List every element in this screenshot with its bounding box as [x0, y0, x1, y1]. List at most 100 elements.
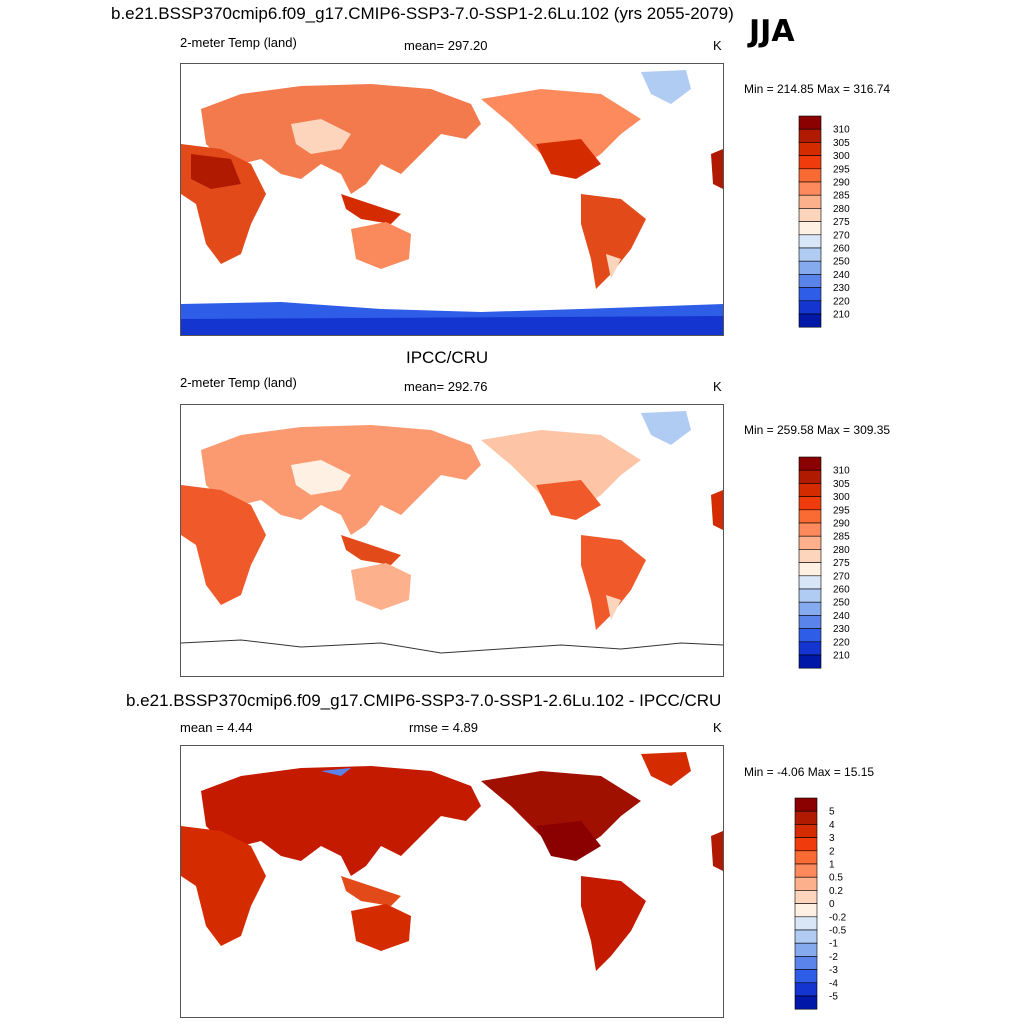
- colorbar-label: 250: [833, 598, 850, 609]
- colorbar-label: -0.5: [829, 926, 847, 937]
- colorbar-box: [798, 496, 822, 511]
- colorbar-box: [798, 234, 822, 249]
- colorbar-label: 220: [833, 296, 850, 307]
- colorbar-label: 310: [833, 466, 850, 477]
- colorbar-label: 210: [833, 310, 850, 321]
- colorbar-box: [794, 969, 818, 984]
- colorbar-label: -5: [829, 992, 838, 1003]
- colorbar-label: 2: [829, 846, 835, 857]
- colorbar-label: 280: [833, 545, 850, 556]
- colorbar-label: 210: [833, 651, 850, 662]
- colorbar-box: [798, 522, 822, 537]
- colorbar-box: [798, 194, 822, 209]
- panel-obs-map: [180, 404, 724, 677]
- panel-diff-colorbar: 5 4 3 2 1 0.5 0.2 0 -0.2 -0.5 -1 -2 -3 -4 -5: [794, 797, 855, 1014]
- colorbar-label: 310: [833, 125, 850, 136]
- panel-obs-colorbar: 310 305 300 295 290 285 280 275 270 260 250 240 230 2…: [798, 456, 859, 673]
- colorbar-box: [798, 469, 822, 484]
- panel-model-unit-label: K: [713, 38, 722, 53]
- colorbar-label: 3: [829, 833, 835, 844]
- colorbar-label: 270: [833, 571, 850, 582]
- colorbar-box: [798, 456, 822, 471]
- colorbar-box: [798, 535, 822, 550]
- colorbar-box: [798, 615, 822, 629]
- colorbar-box: [798, 509, 822, 524]
- panel-obs-unit-label: K: [713, 379, 722, 394]
- colorbar-label: 285: [833, 191, 850, 202]
- colorbar-box: [798, 549, 822, 563]
- panel-model-minmax: Min = 214.85 Max = 316.74: [744, 82, 891, 96]
- colorbar-label: 290: [833, 519, 850, 530]
- panel-obs-mean-label: mean= 292.76: [404, 379, 488, 394]
- colorbar-box: [798, 260, 822, 275]
- colorbar-box: [794, 837, 818, 852]
- colorbar-label: -3: [829, 965, 838, 976]
- colorbar-label: 300: [833, 151, 850, 162]
- colorbar-box: [794, 916, 818, 931]
- colorbar-label: 260: [833, 244, 850, 255]
- colorbar-box: [794, 876, 818, 891]
- colorbar-box: [798, 628, 822, 643]
- colorbar-box: [794, 995, 818, 1010]
- colorbar-box: [794, 824, 818, 838]
- colorbar-label: 280: [833, 204, 850, 215]
- colorbar-box: [798, 142, 822, 156]
- colorbar-box: [794, 890, 818, 904]
- colorbar-label: 240: [833, 270, 850, 281]
- colorbar-box: [794, 942, 818, 957]
- panel-model-colorbar: 310 305 300 295 290 285 280 275 270 260 250 240 230 2…: [798, 115, 859, 332]
- plot-title: b.e21.BSSP370cmip6.f09_g17.CMIP6-SSP3-7.…: [111, 4, 734, 23]
- panel-model-variable-label: 2-meter Temp (land): [180, 35, 297, 50]
- colorbar-label: 1: [829, 860, 835, 871]
- colorbar-box: [798, 313, 822, 328]
- colorbar-label: 305: [833, 479, 850, 490]
- panel-diff-map: [180, 745, 724, 1018]
- colorbar-box: [794, 903, 818, 918]
- colorbar-box: [794, 956, 818, 970]
- colorbar-label: 295: [833, 164, 850, 175]
- colorbar-label: 230: [833, 283, 850, 294]
- colorbar-box: [798, 641, 822, 656]
- panel-model-map: [180, 63, 724, 336]
- panel-diff-heading: b.e21.BSSP370cmip6.f09_g17.CMIP6-SSP3-7.…: [126, 691, 722, 710]
- colorbar-box: [798, 274, 822, 288]
- colorbar-box: [794, 850, 818, 865]
- panel-diff-rmse-label: rmse = 4.89: [409, 720, 479, 735]
- colorbar-label: 275: [833, 558, 850, 569]
- panel-diff-mean-label: mean = 4.44: [180, 720, 253, 735]
- colorbar-label: 305: [833, 138, 850, 149]
- colorbar-label: 4: [829, 820, 835, 831]
- colorbar-box: [794, 797, 818, 812]
- colorbar-box: [798, 575, 822, 590]
- panel-diff-minmax: Min = -4.06 Max = 15.15: [744, 765, 875, 779]
- colorbar-box: [798, 483, 822, 497]
- season-label: JJA: [749, 14, 795, 49]
- panel-model-mean-label: mean= 297.20: [404, 38, 488, 53]
- colorbar-label: 285: [833, 532, 850, 543]
- colorbar-label: 295: [833, 505, 850, 516]
- colorbar-box: [798, 562, 822, 577]
- colorbar-label: 290: [833, 178, 850, 189]
- colorbar-box: [798, 208, 822, 222]
- colorbar-label: 270: [833, 230, 850, 241]
- colorbar-box: [798, 654, 822, 669]
- colorbar-box: [798, 287, 822, 302]
- colorbar-label: 275: [833, 217, 850, 228]
- colorbar-label: -1: [829, 939, 838, 950]
- colorbar-box: [798, 221, 822, 236]
- colorbar-box: [794, 982, 818, 997]
- colorbar-box: [798, 300, 822, 315]
- colorbar-box: [798, 588, 822, 603]
- colorbar-box: [798, 601, 822, 616]
- colorbar-label: 250: [833, 257, 850, 268]
- colorbar-label: 0: [829, 899, 835, 910]
- panel-obs-minmax: Min = 259.58 Max = 309.35: [744, 423, 891, 437]
- colorbar-label: 0.5: [829, 873, 843, 884]
- colorbar-box: [798, 128, 822, 143]
- colorbar-box: [794, 863, 818, 878]
- colorbar-label: 220: [833, 637, 850, 648]
- colorbar-label: -4: [829, 978, 838, 989]
- colorbar-box: [798, 247, 822, 262]
- colorbar-box: [798, 181, 822, 196]
- colorbar-label: -0.2: [829, 912, 847, 923]
